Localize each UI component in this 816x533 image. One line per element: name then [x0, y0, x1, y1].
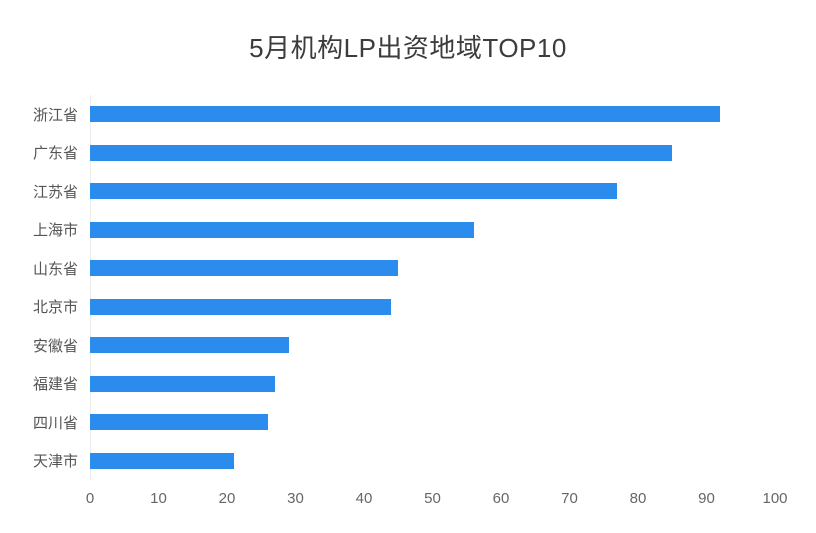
chart-row: 广东省 [0, 134, 775, 173]
bar-track [90, 288, 775, 327]
bar [90, 452, 234, 469]
x-axis-tick-label: 90 [698, 490, 715, 507]
x-axis-tick-label: 60 [492, 490, 510, 507]
chart-title: 5月机构LP出资地域TOP10 [249, 33, 567, 63]
bar-track [90, 249, 775, 288]
x-axis-tick-label: 10 [150, 490, 167, 507]
bar-track [90, 134, 775, 173]
x-axis-tick-label: 0 [85, 490, 95, 507]
x-axis-tick-label: 70 [561, 490, 578, 507]
x-axis-tick-label: 30 [287, 490, 304, 507]
chart-row: 天津市 [0, 442, 775, 481]
plot-area: 浙江省广东省江苏省上海市山东省北京市安徽省福建省四川省天津市 [0, 95, 775, 480]
bar [90, 337, 289, 354]
y-axis-label: 北京市 [32, 299, 78, 317]
y-axis-label: 福建省 [32, 376, 78, 394]
x-axis: 0 10 20 30 40 50 60 70 80 90 100 [86, 490, 788, 514]
chart-row: 上海市 [0, 211, 775, 250]
x-axis-tick-label: 40 [355, 490, 373, 507]
y-axis-label: 安徽省 [32, 337, 78, 355]
bar [90, 144, 673, 161]
bar [90, 260, 399, 277]
x-axis-tick-label: 20 [218, 490, 236, 507]
bar-track [90, 211, 775, 250]
y-axis-label: 浙江省 [32, 106, 78, 124]
chart-row: 四川省 [0, 403, 775, 442]
y-axis-label: 广东省 [32, 145, 78, 163]
x-axis-tick-label: 50 [424, 490, 441, 507]
chart-row: 福建省 [0, 365, 775, 404]
bar-track [90, 172, 775, 211]
bar [90, 298, 392, 315]
bar [90, 183, 618, 200]
bar [90, 375, 275, 392]
chart-row: 浙江省 [0, 95, 775, 134]
chart-row: 北京市 [0, 288, 775, 327]
y-axis-label: 天津市 [32, 453, 78, 471]
y-axis-line [90, 95, 91, 480]
chart-row: 江苏省 [0, 172, 775, 211]
y-axis-label: 上海市 [32, 222, 78, 240]
bar [90, 414, 269, 431]
y-axis-label: 四川省 [32, 414, 78, 432]
bar-track [90, 442, 775, 481]
chart-row: 安徽省 [0, 326, 775, 365]
bar [90, 106, 721, 123]
bar-track [90, 326, 775, 365]
y-axis-label: 江苏省 [32, 183, 78, 201]
bar-track [90, 365, 775, 404]
bar-track [90, 95, 775, 134]
y-axis-label: 山东省 [32, 260, 78, 278]
bar-track [90, 403, 775, 442]
bar [90, 221, 474, 238]
chart-row: 山东省 [0, 249, 775, 288]
x-axis-tick-label: 80 [629, 490, 647, 507]
x-axis-tick-label: 100 [762, 490, 788, 507]
